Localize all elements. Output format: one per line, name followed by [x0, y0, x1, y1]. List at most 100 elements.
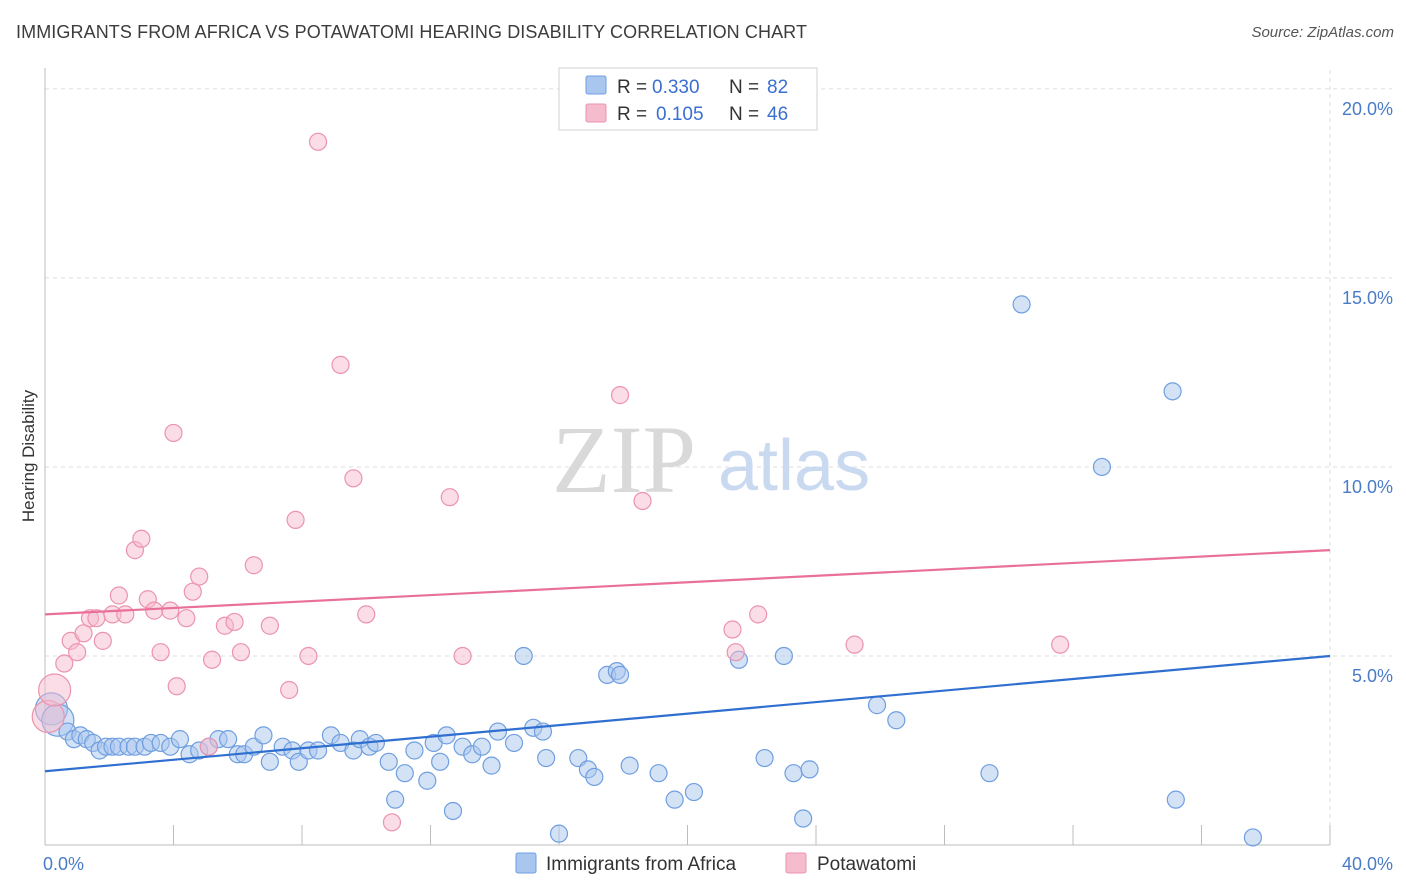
- africa-point-41: [395, 764, 414, 783]
- potawatomi-point-33: [308, 132, 328, 151]
- bottom-legend-label-pink: Potawatomi: [817, 854, 916, 875]
- africa-point-74: [800, 760, 819, 779]
- africa-point-68: [684, 782, 704, 802]
- series-potawatomi: [31, 132, 1070, 832]
- africa-point-79: [1092, 457, 1112, 477]
- y-axis-title: Hearing Disability: [19, 389, 38, 522]
- africa-point-76: [887, 711, 906, 730]
- x-tick-label-0: 0.0%: [43, 854, 84, 874]
- potawatomi-point-43: [726, 643, 745, 662]
- bottom-legend-swatch-blue: [515, 852, 537, 874]
- potawatomi-point-31: [286, 510, 305, 529]
- potawatomi-point-21: [183, 582, 202, 601]
- potawatomi-point-8: [93, 631, 112, 650]
- africa-point-80: [1163, 382, 1182, 401]
- potawatomi-point-38: [440, 488, 459, 507]
- africa-point-58: [549, 824, 569, 843]
- potawatomi-point-46: [1051, 635, 1070, 654]
- legend-n-value-1: 82: [767, 77, 788, 98]
- potawatomi-point-27: [231, 643, 251, 662]
- africa-point-64: [610, 665, 630, 684]
- potawatomi-point-20: [177, 609, 196, 628]
- potawatomi-point-26: [225, 612, 244, 632]
- africa-point-61: [585, 767, 604, 787]
- africa-point-45: [431, 752, 450, 771]
- potawatomi-point-29: [260, 616, 279, 635]
- legend-swatch-blue: [585, 75, 607, 95]
- africa-point-32: [308, 741, 328, 760]
- x-tick-labels: 0.0% 40.0%: [43, 854, 1393, 874]
- potawatomi-point-13: [132, 529, 151, 548]
- bottom-legend: Immigrants from Africa Potawatomi: [515, 852, 916, 875]
- africa-point-77: [980, 764, 999, 783]
- potawatomi-point-24: [202, 650, 222, 669]
- potawatomi-point-18: [164, 423, 183, 443]
- y-tick-label-1: 10.0%: [1342, 477, 1393, 497]
- africa-point-17: [170, 730, 190, 749]
- africa-point-78: [1012, 295, 1031, 314]
- africa-point-81: [1166, 790, 1185, 809]
- potawatomi-point-4: [68, 643, 87, 662]
- potawatomi-point-10: [109, 586, 128, 605]
- trend-line-potawatomi: [44, 549, 1331, 616]
- africa-point-50: [472, 737, 491, 756]
- africa-point-71: [774, 646, 793, 666]
- potawatomi-point-2: [55, 654, 74, 673]
- watermark-atlas: atlas: [718, 426, 870, 506]
- africa-point-57: [537, 748, 556, 768]
- potawatomi-point-39: [453, 646, 472, 666]
- chart-title: IMMIGRANTS FROM AFRICA VS POTAWATOMI HEA…: [16, 22, 808, 42]
- y-tick-label-3: 20.0%: [1342, 99, 1393, 119]
- watermark: ZIP atlas: [552, 406, 870, 513]
- africa-point-26: [254, 726, 273, 745]
- grid-lines: [45, 70, 1392, 845]
- potawatomi-point-17: [161, 601, 180, 620]
- potawatomi-point-40: [610, 386, 630, 405]
- legend-n-label-1: N =: [729, 77, 759, 98]
- africa-point-65: [620, 756, 639, 775]
- potawatomi-point-15: [145, 601, 164, 620]
- africa-point-73: [794, 809, 813, 828]
- potawatomi-point-42: [723, 620, 742, 639]
- legend-swatch-pink: [585, 103, 607, 123]
- legend-r-value-1: 0.330: [652, 77, 700, 98]
- africa-point-27: [260, 752, 279, 771]
- legend-n-label-2: N =: [729, 104, 759, 125]
- africa-point-22: [219, 730, 238, 749]
- africa-point-70: [755, 748, 774, 768]
- africa-point-66: [649, 764, 668, 783]
- africa-point-42: [405, 741, 424, 760]
- africa-point-43: [418, 771, 437, 790]
- potawatomi-point-35: [344, 469, 363, 488]
- potawatomi-point-5: [74, 624, 93, 643]
- trend-lines: [44, 549, 1331, 773]
- africa-point-53: [504, 733, 524, 753]
- legend-box: R = 0.330 N = 82 R = 0.105 N = 46: [558, 67, 818, 131]
- y-tick-labels: 5.0% 10.0% 15.0% 20.0%: [1342, 99, 1393, 686]
- africa-point-54: [514, 646, 533, 666]
- legend-r-label-2: R =: [617, 104, 647, 125]
- africa-point-75: [867, 696, 887, 715]
- watermark-zip: ZIP: [552, 406, 696, 513]
- africa-point-82: [1243, 828, 1263, 847]
- africa-point-67: [665, 790, 684, 809]
- africa-point-51: [482, 756, 501, 775]
- legend-r-value-2: 0.105: [656, 104, 704, 125]
- y-tick-label-0: 5.0%: [1352, 666, 1393, 686]
- potawatomi-point-23: [199, 737, 218, 756]
- africa-point-40: [386, 790, 405, 809]
- trend-line-immigrants-from-africa: [44, 654, 1331, 773]
- legend-n-value-2: 46: [767, 104, 788, 125]
- africa-point-47: [443, 801, 463, 821]
- africa-point-72: [784, 764, 803, 783]
- series-immigrants-from-africa: [34, 295, 1263, 847]
- potawatomi-point-32: [299, 646, 318, 666]
- potawatomi-point-45: [845, 635, 864, 654]
- x-tick-label-1: 40.0%: [1342, 854, 1393, 874]
- bottom-legend-label-blue: Immigrants from Africa: [546, 854, 736, 875]
- africa-point-39: [379, 752, 398, 771]
- source-credit: Source: ZipAtlas.com: [1251, 24, 1394, 41]
- bottom-legend-swatch-pink: [785, 852, 807, 874]
- potawatomi-point-44: [749, 605, 768, 624]
